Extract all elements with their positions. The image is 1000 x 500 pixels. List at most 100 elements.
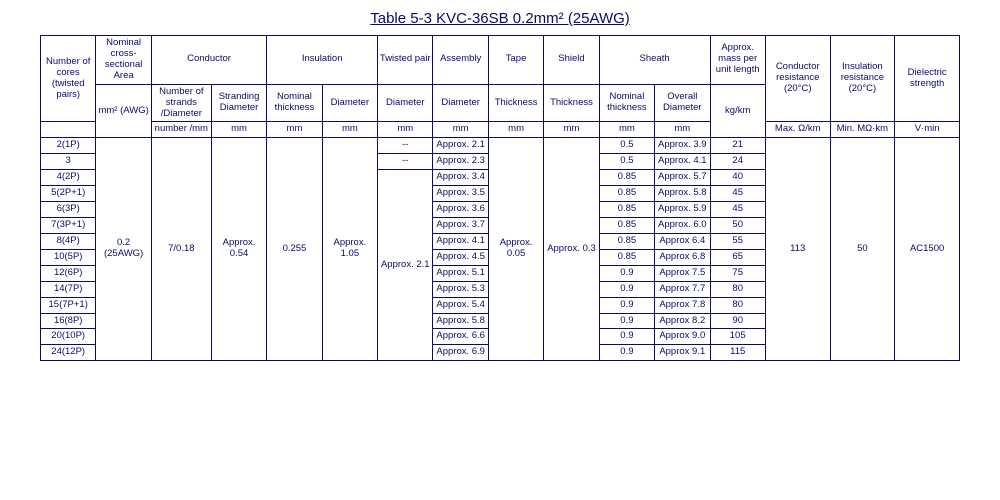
cell-cores: 16(8P) (41, 313, 96, 329)
cell-mass: 40 (710, 170, 765, 186)
cell-strdia: Approx. 0.54 (211, 138, 266, 361)
cell-sheath-thick: 0.9 (599, 297, 654, 313)
h-nthick: Nominal thickness (267, 84, 322, 122)
cell-cores: 24(12P) (41, 345, 96, 361)
u-condres: Max. Ω/km (765, 122, 830, 138)
cell-shield: Approx. 0.3 (544, 138, 599, 361)
cell-cores: 10(5P) (41, 249, 96, 265)
cell-sheath-thick: 0.85 (599, 233, 654, 249)
cell-sheath-thick: 0.9 (599, 329, 654, 345)
cell-assembly: Approx. 3.4 (433, 170, 488, 186)
cell-cores: 6(3P) (41, 202, 96, 218)
h-tthick: Thickness (488, 84, 543, 122)
cell-sheath-thick: 0.85 (599, 170, 654, 186)
h-shthick: Nominal thickness (599, 84, 654, 122)
cell-mass: 55 (710, 233, 765, 249)
h-tape: Tape (488, 36, 543, 85)
u-diel: V·min (895, 122, 960, 138)
cell-cores: 20(10P) (41, 329, 96, 345)
h-insdia: Diameter (322, 84, 377, 122)
cell-assembly: Approx. 3.5 (433, 186, 488, 202)
h-sheath: Sheath (599, 36, 710, 85)
cell-overall: Approx. 5.8 (655, 186, 710, 202)
cell-assembly: Approx. 6.9 (433, 345, 488, 361)
cell-assembly: Approx. 5.1 (433, 265, 488, 281)
cell-sheath-thick: 0.85 (599, 249, 654, 265)
cell-condres: 113 (765, 138, 830, 361)
cell-cores: 2(1P) (41, 138, 96, 154)
cell-overall: Approx. 3.9 (655, 138, 710, 154)
h-twdia: Diameter (378, 84, 433, 122)
cell-sheath-thick: 0.85 (599, 217, 654, 233)
h-strdia: Stranding Diameter (211, 84, 266, 122)
u-mm6: mm (488, 122, 543, 138)
h-diel: Dielectric strength (895, 36, 960, 122)
cell-assembly: Approx. 5.8 (433, 313, 488, 329)
u-strands: number /mm (151, 122, 211, 138)
h-area: Nominal cross-sectional Area (96, 36, 151, 85)
cell-area: 0.2 (25AWG) (96, 138, 151, 361)
cell-cores: 14(7P) (41, 281, 96, 297)
cell-sheath-thick: 0.5 (599, 154, 654, 170)
cell-overall: Approx. 6.0 (655, 217, 710, 233)
u-mm4: mm (378, 122, 433, 138)
cell-assembly: Approx. 2.3 (433, 154, 488, 170)
h-assembly: Assembly (433, 36, 488, 85)
cell-overall: Approx. 5.9 (655, 202, 710, 218)
cell-assembly: Approx. 6.6 (433, 329, 488, 345)
h-area-unit: mm² (AWG) (96, 84, 151, 138)
cell-mass: 65 (710, 249, 765, 265)
cell-insres: 50 (830, 138, 895, 361)
h-conductor: Conductor (151, 36, 266, 85)
u-mm5: mm (433, 122, 488, 138)
cell-cores: 5(2P+1) (41, 186, 96, 202)
cell-insdia: Approx. 1.05 (322, 138, 377, 361)
cell-cores: 7(3P+1) (41, 217, 96, 233)
cell-mass: 21 (710, 138, 765, 154)
cell-overall: Approx 7.8 (655, 297, 710, 313)
cell-overall: Approx 9.1 (655, 345, 710, 361)
cell-overall: Approx 7.7 (655, 281, 710, 297)
h-sthick: Thickness (544, 84, 599, 122)
cell-twisted: -- (378, 154, 433, 170)
h-insres: Insulation resistance (20°C) (830, 36, 895, 122)
cell-assembly: Approx. 2.1 (433, 138, 488, 154)
cell-diel: AC1500 (895, 138, 960, 361)
cell-assembly: Approx. 4.1 (433, 233, 488, 249)
cell-cores: 8(4P) (41, 233, 96, 249)
cell-mass: 80 (710, 297, 765, 313)
cell-twisted: Approx. 2.1 (378, 170, 433, 361)
h-strands: Number of strands/Diameter (151, 84, 211, 122)
cell-cores: 12(6P) (41, 265, 96, 281)
h-asmdia: Diameter (433, 84, 488, 122)
cell-assembly: Approx. 5.3 (433, 281, 488, 297)
u-insres: Min. MΩ·km (830, 122, 895, 138)
h-insulation: Insulation (267, 36, 378, 85)
cell-mass: 75 (710, 265, 765, 281)
cell-mass: 115 (710, 345, 765, 361)
cell-mass: 105 (710, 329, 765, 345)
h-condres: Conductor resistance (20°C) (765, 36, 830, 122)
cell-overall: Approx. 4.1 (655, 154, 710, 170)
cell-assembly: Approx. 3.7 (433, 217, 488, 233)
h-cores: Number of cores (twisted pairs) (41, 36, 96, 122)
cell-overall: Approx 9.0 (655, 329, 710, 345)
cell-sheath-thick: 0.85 (599, 186, 654, 202)
table-title: Table 5-3 KVC-36SB 0.2mm² (25AWG) (40, 10, 960, 27)
cell-mass: 45 (710, 186, 765, 202)
cell-assembly: Approx. 4.5 (433, 249, 488, 265)
h-mass: Approx. mass per unit length (710, 36, 765, 85)
h-mass-unit: kg/km (710, 84, 765, 138)
cell-nthick: 0.255 (267, 138, 322, 361)
cell-cores: 3 (41, 154, 96, 170)
cell-sheath-thick: 0.85 (599, 202, 654, 218)
cell-tape: Approx. 0.05 (488, 138, 543, 361)
cell-sheath-thick: 0.5 (599, 138, 654, 154)
cell-overall: Approx 7.5 (655, 265, 710, 281)
cell-assembly: Approx. 3.6 (433, 202, 488, 218)
u-mm8: mm (599, 122, 654, 138)
cell-mass: 90 (710, 313, 765, 329)
cell-mass: 50 (710, 217, 765, 233)
cell-overall: Approx 8.2 (655, 313, 710, 329)
cell-mass: 80 (710, 281, 765, 297)
